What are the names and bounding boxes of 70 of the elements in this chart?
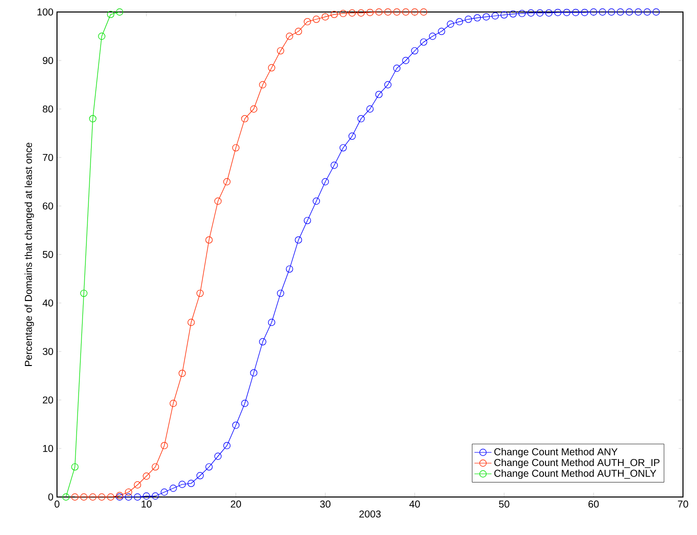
point [116,8,124,16]
point [107,493,114,501]
point [411,8,418,16]
point [188,318,195,326]
point [71,463,78,471]
point [348,9,356,17]
point [384,8,392,16]
x-tick-label: 60 [588,500,599,508]
y-tick-label: 20 [42,396,54,404]
y-tick-label: 70 [42,154,54,162]
point [178,370,186,377]
point [152,463,159,471]
point [134,481,142,488]
y-tick-label: 90 [42,56,54,64]
x-tick-label: 30 [320,500,330,508]
point [357,9,365,17]
point [214,198,222,205]
x-tick-label: 40 [409,500,420,508]
point [71,493,78,501]
point [286,32,294,40]
point [80,290,88,297]
point [107,10,114,18]
point [62,493,70,501]
point [160,442,168,450]
point [268,64,276,72]
point [223,178,231,186]
point [312,16,320,23]
point [196,290,204,297]
point [375,8,383,16]
point [98,493,106,501]
point [170,400,177,407]
point [393,8,400,16]
y-tick-label: 100 [38,8,54,16]
point [420,8,428,16]
x-tick-label: 20 [230,500,242,508]
y-tick-label: 30 [42,348,54,356]
point [322,13,329,20]
y-tick-label: 50 [42,250,54,258]
point [259,81,266,88]
point [89,493,96,501]
point [402,8,410,16]
point [330,10,338,18]
y-tick-label: 40 [42,299,54,307]
point [366,8,374,16]
point [205,236,213,244]
point [124,488,132,496]
y-axis-title: Percentage of Domains that changed at least once [24,142,34,366]
x-tick-label: 10 [142,500,152,508]
x-tick-label: 0 [54,500,60,508]
legend-label: Change Count Method AUTH_OR_IP [494,458,660,468]
y-tick-label: 80 [42,105,54,113]
point [241,115,248,122]
legend-label: Change Count Method ANY [494,448,618,458]
point [80,493,88,501]
y-tick-label: 60 [42,202,54,210]
y-tick-label: 0 [48,493,54,501]
legend-label: Change Count Method AUTH_ONLY [494,469,656,479]
point [340,10,347,18]
x-axis-title: 2003 [359,510,381,518]
x-tick-label: 50 [498,500,510,508]
point [304,18,311,26]
point [142,472,150,480]
point [276,47,284,54]
point [250,105,258,113]
y-tick-label: 10 [43,444,54,452]
point [89,115,96,122]
point [294,28,302,35]
x-tick-label: 70 [678,500,688,508]
point [98,32,106,40]
point [232,144,240,152]
